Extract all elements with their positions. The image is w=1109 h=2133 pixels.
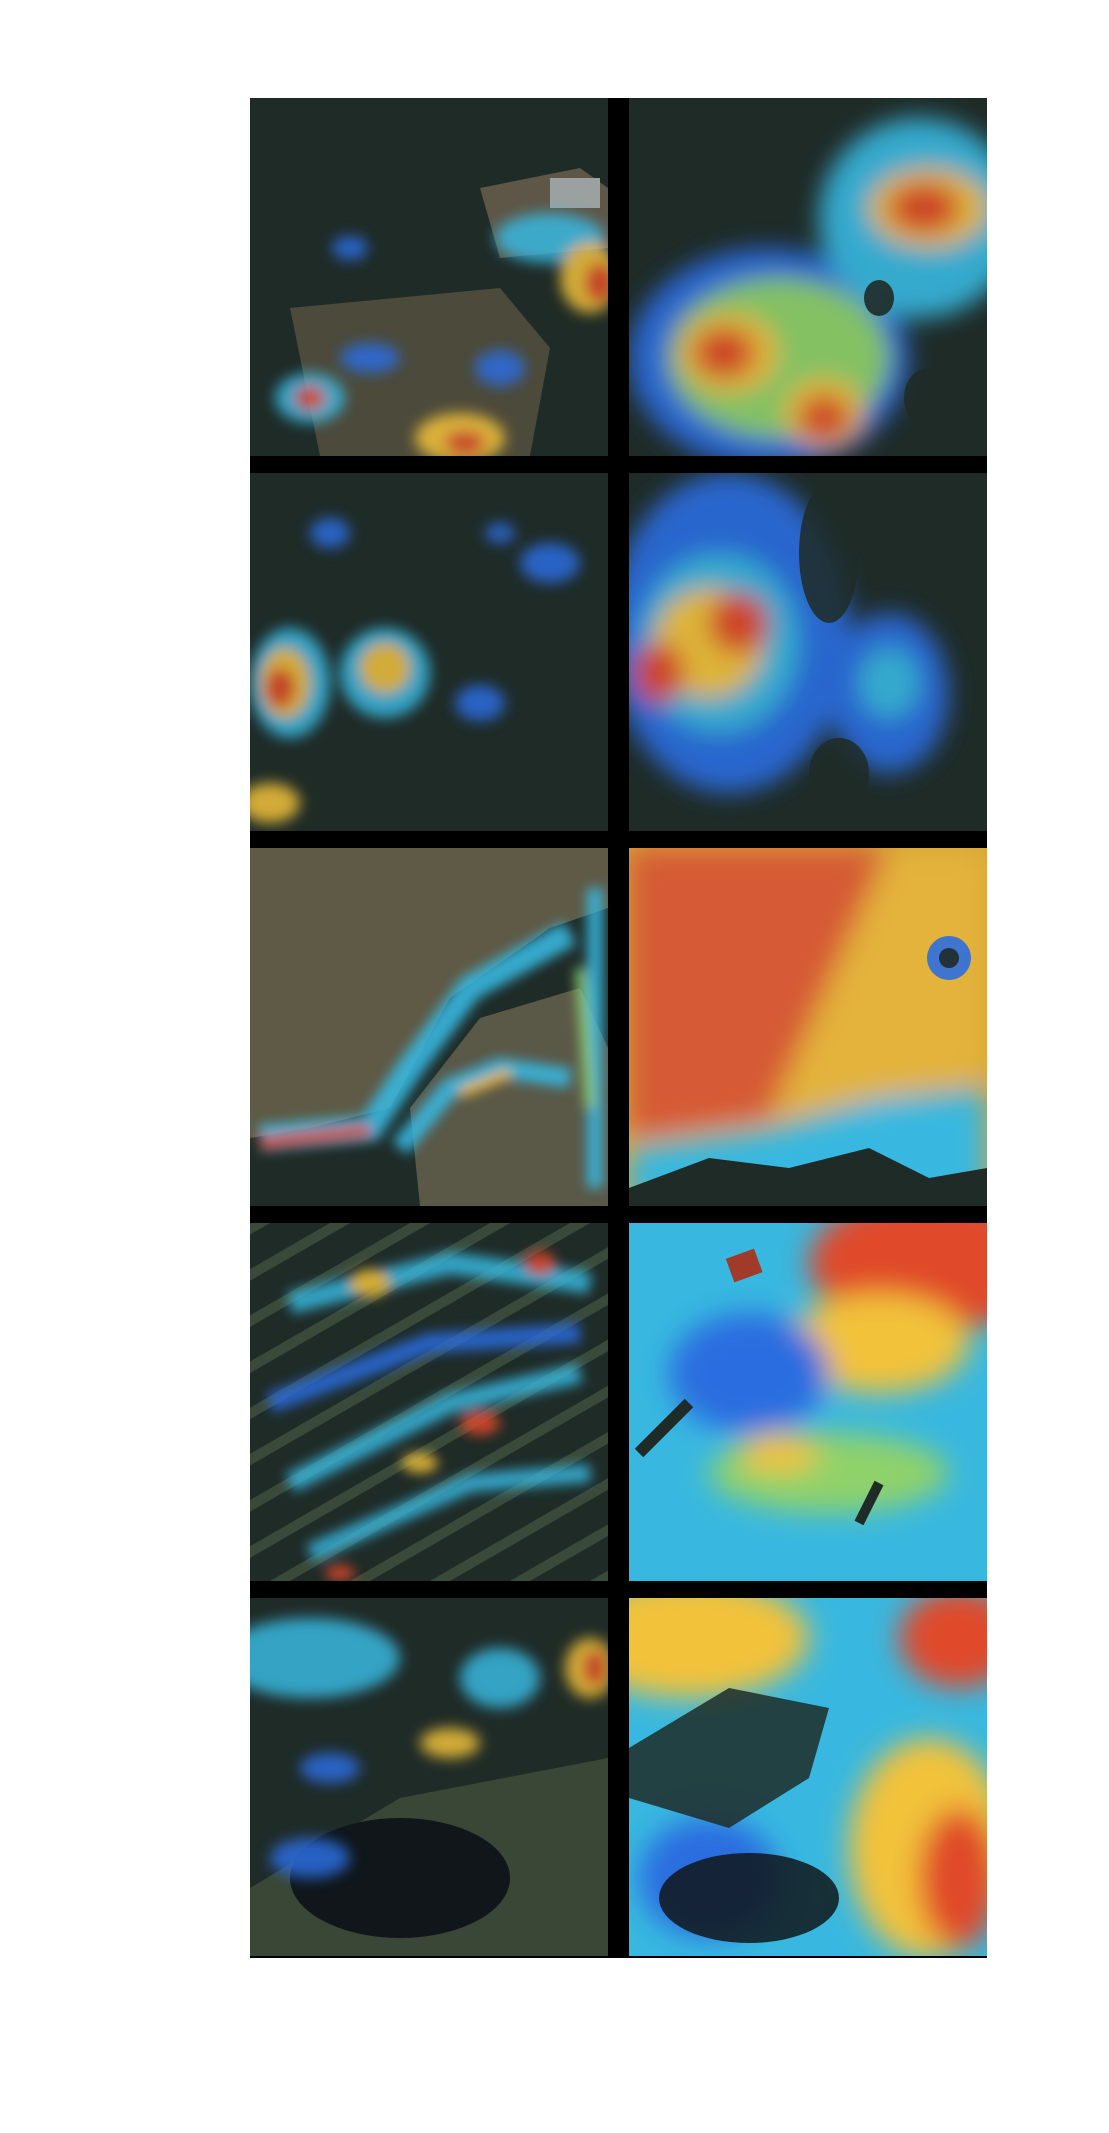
heatmap-image-r1-c1 <box>250 98 608 456</box>
heatmap-image-r5-c1 <box>250 1598 608 1956</box>
heatmap-image-r4-c1 <box>250 1223 608 1581</box>
tile-r4-c1 <box>250 1223 608 1581</box>
tile-r5-c1 <box>250 1598 608 1956</box>
heatmap-image-r5-c2 <box>629 1598 987 1956</box>
tile-r3-c2 <box>629 848 987 1206</box>
tile-r4-c2 <box>629 1223 987 1581</box>
tile-r1-c2 <box>629 98 987 456</box>
heatmap-image-r3-c1 <box>250 848 608 1206</box>
tile-r2-c1 <box>250 473 608 831</box>
tile-r2-c2 <box>629 473 987 831</box>
tile-r3-c1 <box>250 848 608 1206</box>
heatmap-image-r2-c2 <box>629 473 987 831</box>
tile-r5-c2 <box>629 1598 987 1956</box>
heatmap-image-r2-c1 <box>250 473 608 831</box>
heatmap-image-r4-c2 <box>629 1223 987 1581</box>
tile-r1-c1 <box>250 98 608 456</box>
heatmap-image-r1-c2 <box>629 98 987 456</box>
heatmap-figure-grid <box>250 98 987 1958</box>
heatmap-image-r3-c2 <box>629 848 987 1206</box>
